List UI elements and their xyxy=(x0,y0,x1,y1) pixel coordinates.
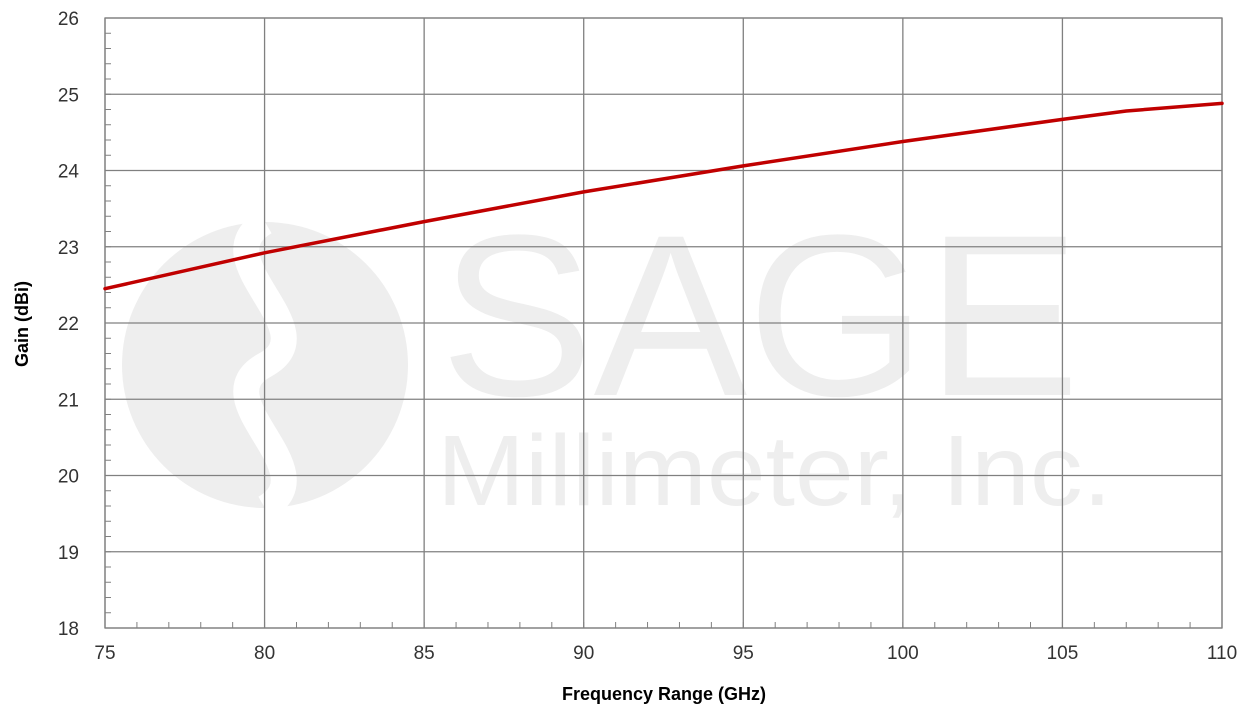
watermark-logo: SAGE Millimeter, Inc. xyxy=(122,187,1112,527)
y-tick-label: 22 xyxy=(58,314,79,335)
watermark-title: SAGE xyxy=(440,187,1080,444)
x-tick-label: 110 xyxy=(1207,643,1237,664)
y-tick-label: 25 xyxy=(58,85,79,106)
y-axis-title: Gain (dBi) xyxy=(12,281,32,367)
series-layer xyxy=(103,101,1224,291)
gain-series-line xyxy=(103,101,1224,291)
y-tick-label: 20 xyxy=(58,467,79,488)
x-tick-label: 90 xyxy=(573,643,594,664)
y-tick-label: 21 xyxy=(58,390,79,411)
x-tick-label: 85 xyxy=(414,643,435,664)
x-tick-label: 100 xyxy=(887,643,919,664)
watermark-subtitle: Millimeter, Inc. xyxy=(437,415,1112,527)
x-tick-labels: 75 80 85 90 95 100 105 110 xyxy=(94,643,1237,664)
y-tick-labels: 18 19 20 21 22 23 24 25 26 xyxy=(58,9,80,640)
x-tick-label: 95 xyxy=(733,643,754,664)
x-tick-label: 75 xyxy=(94,643,115,664)
y-tick-label: 23 xyxy=(58,238,79,259)
x-tick-label: 105 xyxy=(1047,643,1079,664)
y-tick-label: 26 xyxy=(58,9,79,30)
x-tick-label: 80 xyxy=(254,643,275,664)
y-tick-label: 18 xyxy=(58,619,79,640)
x-axis-title: Frequency Range (GHz) xyxy=(562,684,766,704)
y-tick-label: 24 xyxy=(58,162,80,183)
minor-ticks xyxy=(104,17,1223,629)
grid-lines xyxy=(104,17,1223,629)
y-tick-label: 19 xyxy=(58,543,79,564)
